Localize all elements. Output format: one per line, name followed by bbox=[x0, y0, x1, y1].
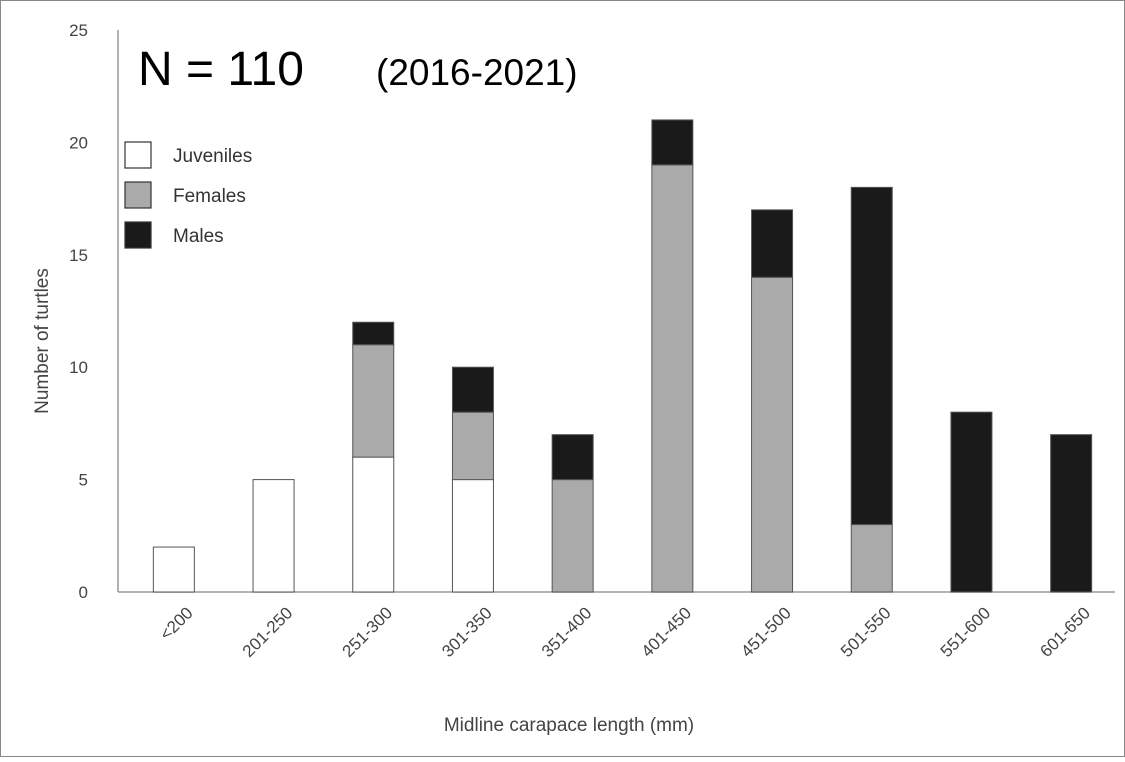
x-axis-title: Midline carapace length (mm) bbox=[444, 715, 694, 736]
bar-males-301-350 bbox=[451, 366, 494, 413]
bar-males-451-500 bbox=[751, 209, 794, 278]
legend: Juveniles Females Males bbox=[124, 141, 252, 249]
y-tick-label: 10 bbox=[69, 358, 88, 377]
legend-swatch-females bbox=[124, 181, 152, 209]
bar-juveniles-under-200 bbox=[152, 546, 195, 593]
chart-title-group: N = 110 (2016-2021) bbox=[138, 43, 578, 96]
y-axis-title: Number of turtles bbox=[32, 268, 53, 414]
bar-females-401-450 bbox=[651, 164, 694, 593]
legend-label-males: Males bbox=[173, 226, 224, 247]
bar-males-551-600 bbox=[950, 411, 993, 593]
bar-males-351-400 bbox=[551, 434, 594, 481]
bar-males-601-650 bbox=[1050, 434, 1093, 593]
bar-juveniles-201-250 bbox=[252, 479, 295, 593]
bar-females-301-350 bbox=[451, 411, 494, 481]
bar-males-251-300 bbox=[352, 321, 395, 346]
bar-females-501-550 bbox=[850, 524, 893, 593]
bar-males-401-450 bbox=[651, 119, 694, 166]
y-tick-label: 5 bbox=[79, 471, 88, 490]
legend-label-females: Females bbox=[173, 186, 246, 207]
bar-juveniles-301-350 bbox=[451, 479, 494, 593]
bar-juveniles-251-300 bbox=[352, 456, 395, 593]
bar-females-451-500 bbox=[751, 276, 794, 593]
y-tick-label: 0 bbox=[79, 583, 88, 602]
chart-title: N = 110 bbox=[138, 43, 304, 96]
legend-swatch-juveniles bbox=[124, 141, 152, 169]
y-tick-labels: 0 5 10 15 20 25 bbox=[69, 21, 88, 602]
chart-subtitle: (2016-2021) bbox=[376, 52, 578, 93]
bar-males-501-550 bbox=[850, 186, 893, 526]
bar-females-351-400 bbox=[551, 479, 594, 593]
bar-females-251-300 bbox=[352, 344, 395, 458]
legend-label-juveniles: Juveniles bbox=[173, 146, 252, 167]
y-tick-label: 25 bbox=[69, 21, 88, 40]
y-tick-label: 15 bbox=[69, 246, 88, 265]
legend-swatch-males bbox=[124, 221, 152, 249]
bars bbox=[152, 119, 1093, 593]
y-tick-label: 20 bbox=[69, 133, 88, 152]
